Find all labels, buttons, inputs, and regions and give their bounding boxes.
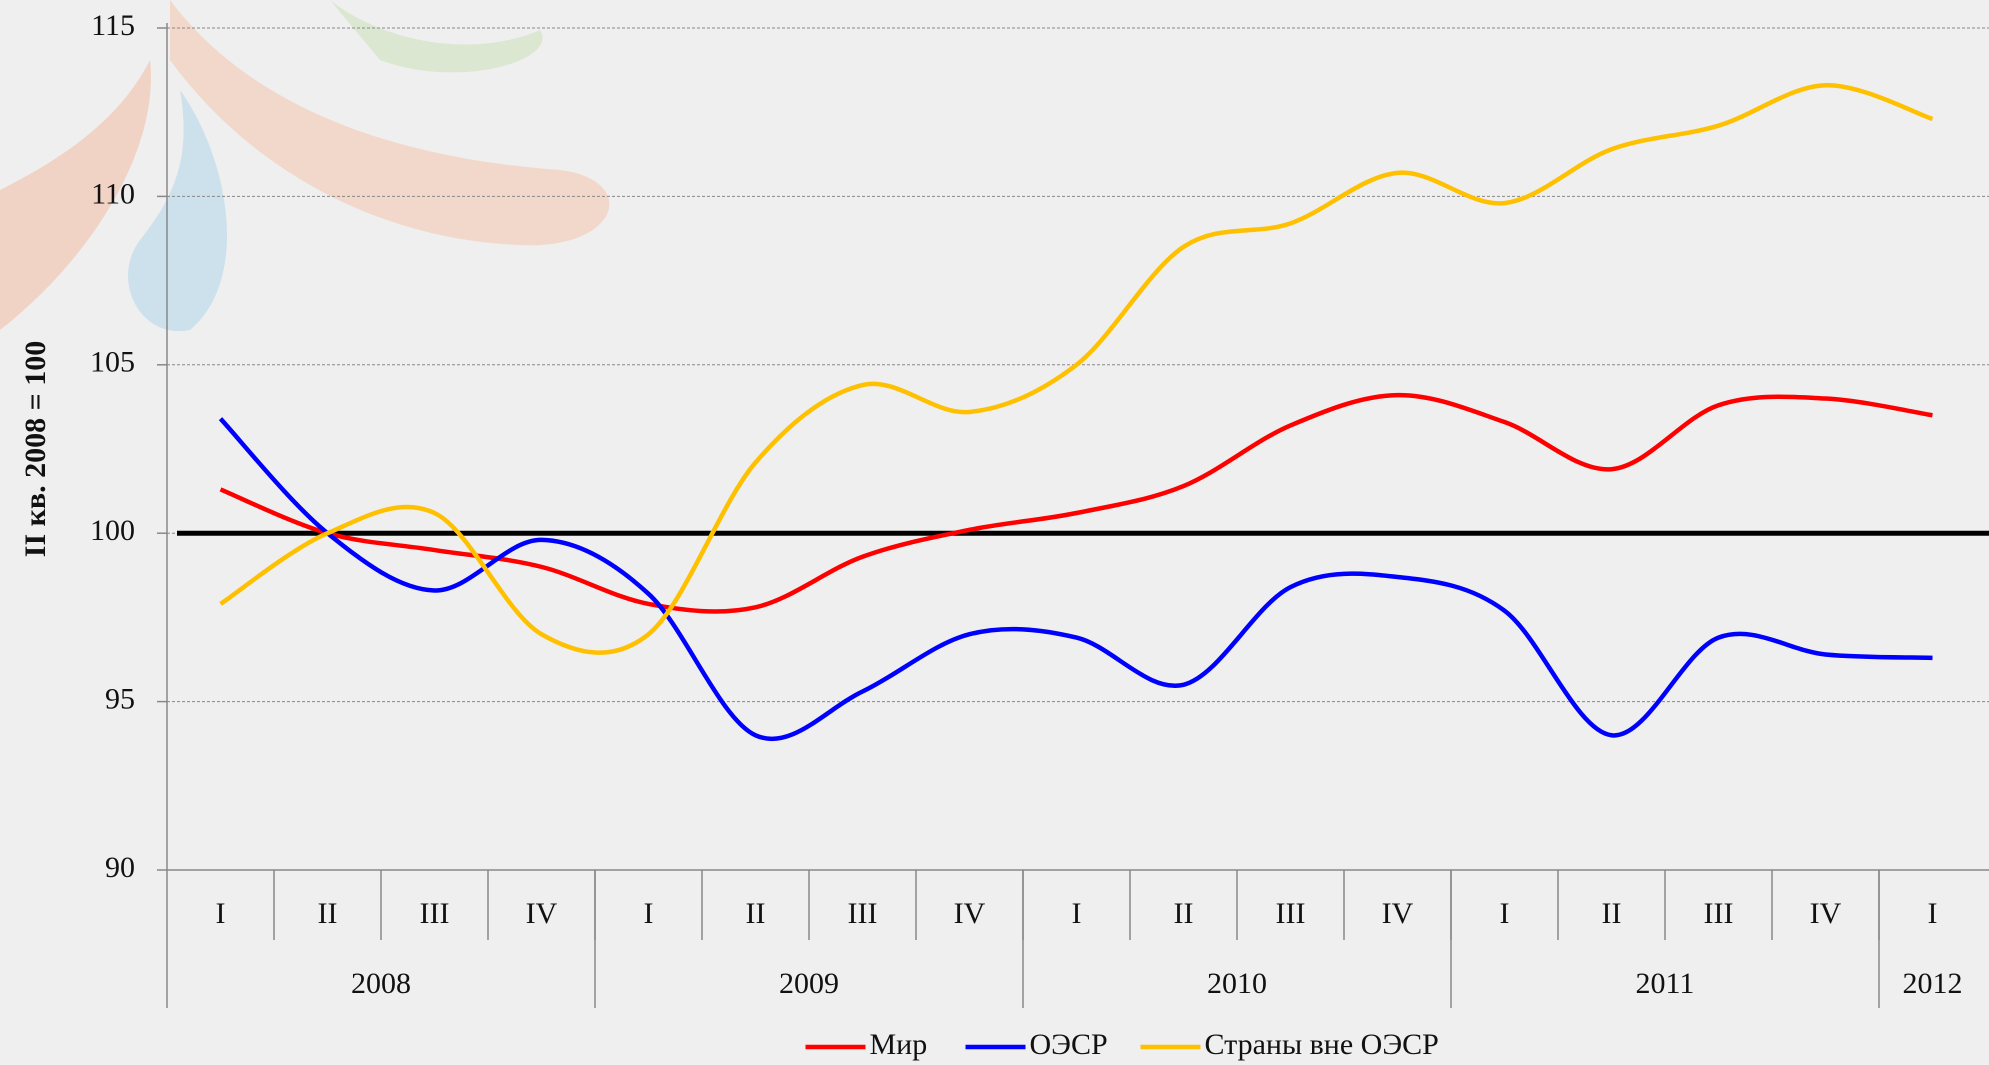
y-tick-label: 90 bbox=[105, 851, 135, 884]
y-tick-label: 100 bbox=[90, 514, 135, 547]
x-tick-label: II bbox=[1174, 897, 1194, 930]
x-tick-label: II bbox=[318, 897, 338, 930]
y-tick-label: 115 bbox=[91, 9, 135, 42]
x-group-label: 2009 bbox=[779, 967, 839, 1000]
x-tick-label: II bbox=[1602, 897, 1622, 930]
x-tick-label: I bbox=[644, 897, 654, 930]
y-tick-label: 110 bbox=[91, 177, 135, 210]
x-group-label: 2011 bbox=[1636, 967, 1695, 1000]
y-tick-label: 95 bbox=[105, 682, 135, 715]
y-tick-label: 105 bbox=[90, 346, 135, 379]
x-tick-label: III bbox=[1704, 897, 1734, 930]
x-tick-label: II bbox=[746, 897, 766, 930]
series-line bbox=[218, 417, 1933, 742]
y-axis-label: II кв. 2008 = 100 bbox=[19, 341, 52, 557]
x-tick-label: I bbox=[216, 897, 226, 930]
x-group-label: 2012 bbox=[1903, 967, 1963, 1000]
x-tick-label: III bbox=[420, 897, 450, 930]
x-tick-label: IV bbox=[526, 897, 558, 930]
x-tick-label: IV bbox=[1382, 897, 1414, 930]
series-line bbox=[219, 392, 1933, 614]
x-tick-label: IV bbox=[1810, 897, 1842, 930]
x-group-label: 2008 bbox=[351, 967, 411, 1000]
x-tick-label: III bbox=[848, 897, 878, 930]
legend-label: Мир bbox=[870, 1028, 928, 1061]
background-decoration bbox=[0, 0, 610, 332]
legend-label: ОЭСР bbox=[1030, 1028, 1108, 1061]
legend-label: Страны вне ОЭСР bbox=[1205, 1028, 1439, 1061]
series-line bbox=[219, 83, 1934, 655]
x-tick-label: I bbox=[1072, 897, 1082, 930]
x-tick-label: III bbox=[1276, 897, 1306, 930]
x-tick-label: IV bbox=[954, 897, 986, 930]
x-tick-label: I bbox=[1500, 897, 1510, 930]
x-group-label: 2010 bbox=[1207, 967, 1267, 1000]
x-tick-label: I bbox=[1928, 897, 1938, 930]
